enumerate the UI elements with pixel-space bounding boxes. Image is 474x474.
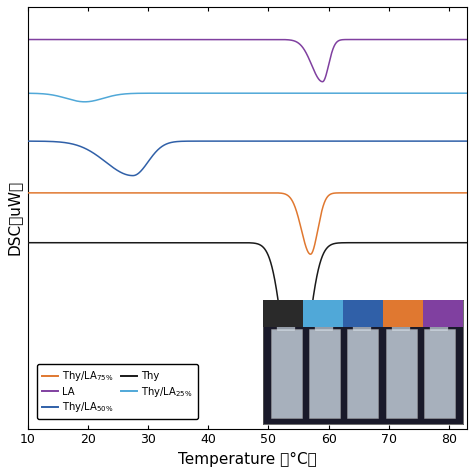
Y-axis label: DSC（uW）: DSC（uW） xyxy=(7,180,22,255)
Legend: Thy/LA$_{75\%}$, LA, Thy/LA$_{50\%}$, Thy, Thy/LA$_{25\%}$: Thy/LA$_{75\%}$, LA, Thy/LA$_{50\%}$, Th… xyxy=(37,365,198,419)
X-axis label: Temperature （°C）: Temperature （°C） xyxy=(178,452,317,467)
